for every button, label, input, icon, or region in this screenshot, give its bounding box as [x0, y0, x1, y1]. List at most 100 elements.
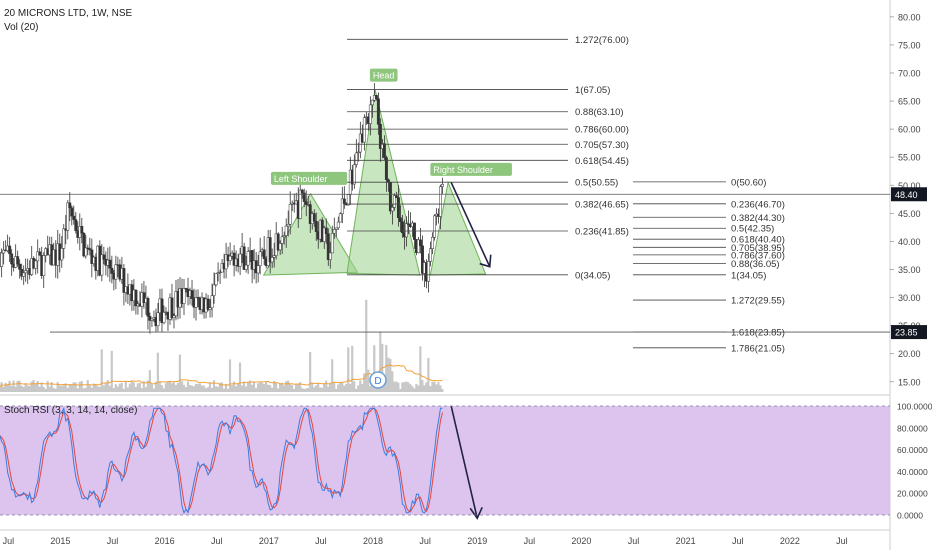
- candle-body[interactable]: [142, 292, 146, 303]
- candle-body[interactable]: [34, 260, 38, 269]
- candle-body[interactable]: [110, 267, 114, 274]
- candle-body[interactable]: [258, 251, 262, 266]
- candle-body[interactable]: [170, 297, 174, 318]
- candle-body[interactable]: [224, 254, 228, 270]
- candle-body[interactable]: [370, 99, 374, 106]
- candle-body[interactable]: [216, 272, 220, 274]
- candle-body[interactable]: [148, 316, 152, 321]
- candle-body[interactable]: [340, 198, 344, 215]
- candle-body[interactable]: [182, 288, 186, 304]
- candle-body[interactable]: [384, 157, 388, 181]
- candle-body[interactable]: [66, 202, 70, 231]
- candle-body[interactable]: [208, 307, 212, 310]
- candle-body[interactable]: [162, 312, 166, 323]
- candle-body[interactable]: [322, 227, 326, 242]
- candle-body[interactable]: [388, 182, 392, 212]
- candle-body[interactable]: [390, 207, 394, 212]
- candle-body[interactable]: [190, 290, 194, 299]
- candle-body[interactable]: [378, 124, 382, 149]
- candle-body[interactable]: [276, 233, 280, 251]
- candle-body[interactable]: [100, 254, 104, 276]
- price-arrow-head[interactable]: [479, 254, 492, 268]
- candle-body[interactable]: [312, 213, 316, 222]
- candle-body[interactable]: [218, 271, 222, 274]
- candle-body[interactable]: [184, 288, 188, 290]
- candle-body[interactable]: [0, 252, 4, 267]
- candle-body[interactable]: [334, 227, 338, 230]
- candle-body[interactable]: [16, 256, 20, 265]
- candle-body[interactable]: [250, 250, 254, 270]
- candle-body[interactable]: [286, 224, 290, 227]
- horizontal-lines[interactable]: [0, 193, 890, 333]
- candle-body[interactable]: [42, 255, 46, 276]
- candle-body[interactable]: [268, 237, 272, 263]
- candle-body[interactable]: [68, 202, 72, 209]
- candle-body[interactable]: [328, 252, 332, 260]
- candle-body[interactable]: [392, 195, 396, 208]
- candle-body[interactable]: [354, 152, 358, 165]
- candle-body[interactable]: [242, 246, 246, 270]
- candle-body[interactable]: [102, 254, 106, 260]
- candle-body[interactable]: [114, 264, 118, 280]
- candle-body[interactable]: [84, 247, 88, 257]
- candle-body[interactable]: [282, 235, 286, 238]
- rsi-arrow-head[interactable]: [469, 506, 483, 520]
- candle-body[interactable]: [284, 225, 288, 236]
- candle-body[interactable]: [238, 253, 242, 267]
- candle-body[interactable]: [374, 95, 378, 99]
- candle-body[interactable]: [134, 289, 138, 307]
- candle-body[interactable]: [22, 272, 26, 277]
- candle-body[interactable]: [228, 255, 232, 261]
- candle-body[interactable]: [324, 227, 328, 234]
- candle-body[interactable]: [336, 221, 340, 229]
- candle-body[interactable]: [433, 215, 436, 238]
- candle-body[interactable]: [338, 213, 342, 223]
- candle-body[interactable]: [90, 249, 94, 264]
- candle-body[interactable]: [8, 245, 12, 255]
- candle-body[interactable]: [280, 236, 284, 244]
- candle-body[interactable]: [122, 268, 126, 293]
- fib-levels-secondary[interactable]: 0(50.60) 0.236(46.70) 0.382(44.30)0.5(42.3…: [633, 177, 785, 354]
- time-axis[interactable]: Jul 2015 Jul 2016 Jul 2017 Jul 2018 Jul 2019 Jul 20…: [3, 536, 848, 546]
- projection-arrows[interactable]: [450, 182, 492, 520]
- candle-body[interactable]: [314, 221, 318, 232]
- candle-body[interactable]: [210, 295, 214, 308]
- candle-body[interactable]: [421, 245, 424, 274]
- candle-body[interactable]: [358, 133, 362, 153]
- candle-body[interactable]: [298, 189, 302, 219]
- candle-body[interactable]: [352, 164, 356, 185]
- candle-body[interactable]: [88, 248, 92, 251]
- candle-body[interactable]: [326, 233, 330, 260]
- candle-body[interactable]: [346, 194, 350, 206]
- candle-body[interactable]: [206, 298, 210, 310]
- candle-body[interactable]: [146, 298, 150, 317]
- candle-body[interactable]: [332, 229, 336, 234]
- candle-body[interactable]: [302, 192, 306, 202]
- candle-body[interactable]: [108, 259, 112, 269]
- candle-body[interactable]: [244, 264, 248, 270]
- candle-body[interactable]: [194, 297, 198, 308]
- candle-body[interactable]: [304, 201, 308, 205]
- candle-body[interactable]: [256, 265, 260, 274]
- candle-body[interactable]: [330, 233, 334, 254]
- candle-body[interactable]: [417, 239, 420, 253]
- candle-body[interactable]: [419, 239, 422, 247]
- candle-body[interactable]: [60, 248, 64, 261]
- candle-body[interactable]: [278, 243, 282, 251]
- candle-body[interactable]: [62, 228, 66, 249]
- candle-body[interactable]: [394, 195, 398, 198]
- candle-body[interactable]: [70, 207, 74, 217]
- rsi-axis[interactable]: 0.0000 20.0000 40.0000 60.0000 80.0000 100.00…: [0, 402, 932, 521]
- candle-body[interactable]: [36, 251, 40, 262]
- candle-body[interactable]: [400, 221, 404, 234]
- candle-body[interactable]: [212, 284, 216, 296]
- candle-body[interactable]: [396, 197, 400, 219]
- candle-body[interactable]: [150, 318, 154, 321]
- candle-body[interactable]: [246, 251, 250, 266]
- candle-body[interactable]: [398, 217, 402, 223]
- candle-body[interactable]: [156, 312, 160, 327]
- candle-body[interactable]: [214, 273, 218, 286]
- candle-body[interactable]: [10, 253, 14, 265]
- candle-body[interactable]: [72, 215, 76, 220]
- fib-levels[interactable]: 1.272(76.00) 1(67.05) 0.88(63.10) 0.786(60.…: [347, 35, 629, 282]
